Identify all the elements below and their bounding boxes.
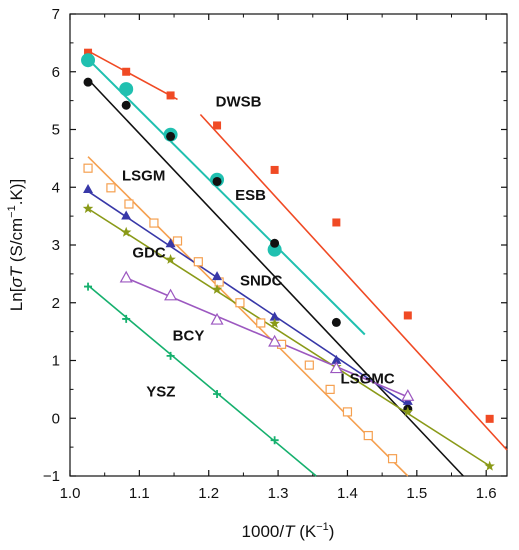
dwsb-point-0 [84, 48, 93, 57]
lsgm-fit-line-0 [87, 156, 409, 477]
dwsb-point-7 [485, 414, 494, 423]
sndc-series-label: SNDC [240, 272, 283, 289]
lsgm-point-13 [363, 430, 373, 441]
ysz-point-1 [122, 314, 131, 323]
esb-point-0 [81, 53, 96, 68]
esb-point-4 [267, 242, 282, 257]
gdc-series-label: GDC [132, 245, 166, 262]
lsgmc-series-label: LSGMC [341, 371, 395, 388]
data-markers [81, 48, 495, 471]
gdc-point-4 [269, 318, 280, 328]
lsgm-point-10 [304, 360, 314, 370]
ysz-series-label: YSZ [146, 383, 175, 400]
dwsb-fit-line-1 [199, 113, 508, 451]
x-tick-label-1: 1.1 [129, 485, 150, 502]
dwsb-point-4 [270, 165, 279, 174]
dwsb-point-6 [403, 311, 412, 320]
y-tick-label-7: 6 [52, 64, 60, 81]
bcy-series-label: BCY [173, 327, 205, 344]
bcy-point-1 [164, 288, 178, 301]
x-tick-label-3: 1.3 [268, 485, 289, 502]
series-labels: DWSB ESB LSGMC LSGM SNDC GDC BCY YSZ [122, 93, 395, 400]
esb-fit-line-0 [87, 58, 366, 336]
dwsb-point-2 [166, 91, 175, 100]
lsgm-point-0 [83, 163, 93, 173]
y-tick-label-2: 1 [52, 353, 60, 370]
sndc-fit-line-0 [87, 190, 409, 406]
lsgmc-point-0 [83, 77, 93, 87]
x-tick-label-4: 1.4 [337, 485, 358, 502]
gdc-point-3 [211, 283, 223, 294]
lsgm-point-14 [387, 454, 398, 464]
gdc-point-6 [402, 406, 414, 417]
sndc-point-1 [121, 210, 132, 220]
y-tick-label-6: 5 [52, 122, 60, 139]
lsgmc-point-2 [166, 131, 176, 141]
y-tick-label-8: 7 [52, 6, 60, 23]
lsgm-point-11 [325, 384, 335, 394]
dwsb-point-1 [122, 67, 131, 76]
lsgm-point-2 [124, 199, 134, 209]
dwsb-point-5 [332, 218, 341, 227]
lsgm-point-12 [342, 407, 353, 417]
lsgmc-point-5 [331, 317, 341, 327]
lsgm-point-1 [106, 183, 116, 193]
sndc-point-2 [165, 238, 176, 248]
lsgmc-point-1 [121, 100, 131, 110]
sndc-point-4 [269, 311, 280, 321]
bcy-point-3 [268, 334, 282, 347]
ysz-point-4 [270, 436, 279, 445]
y-tick-label-3: 2 [52, 295, 60, 312]
gdc-point-7 [484, 460, 495, 471]
bcy-point-5 [401, 389, 415, 401]
y-tick-label-1: 0 [52, 410, 60, 427]
x-tick-label-0: 1.0 [60, 485, 81, 502]
lsgm-point-5 [193, 257, 203, 267]
dwsb-fit-line-0 [87, 50, 178, 101]
sndc-point-5 [331, 354, 342, 364]
x-tick-label-5: 1.5 [406, 485, 427, 502]
gdc-point-0 [82, 203, 94, 214]
bcy-point-0 [119, 270, 133, 283]
sndc-point-3 [212, 271, 223, 281]
lsgmc-point-3 [212, 176, 222, 186]
y-axis-title: Ln[σT (S/cm−1.K)] [6, 179, 26, 311]
bcy-point-2 [210, 312, 224, 325]
ysz-point-3 [213, 389, 222, 398]
x-tick-label-2: 1.2 [198, 485, 219, 502]
esb-point-1 [119, 82, 134, 97]
x-tick-label-6: 1.6 [476, 485, 497, 502]
lsgm-point-7 [235, 298, 245, 308]
lsgmc-fit-line-0 [87, 78, 464, 477]
ysz-fit-line-0 [87, 284, 317, 477]
y-tick-label-4: 3 [52, 237, 60, 254]
lsgm-point-4 [172, 236, 183, 246]
ysz-point-2 [166, 351, 175, 360]
x-axis-title: 1000/T (K−1) [242, 521, 335, 541]
ysz-point-0 [84, 282, 93, 291]
lsgm-point-8 [256, 318, 266, 328]
bcy-point-4 [329, 361, 343, 374]
gdc-point-1 [120, 226, 132, 237]
y-tick-label-0: −1 [43, 468, 60, 485]
esb-series-label: ESB [235, 187, 266, 204]
gdc-point-2 [165, 253, 176, 264]
sndc-point-0 [83, 183, 94, 193]
gdc-fit-line-0 [87, 207, 492, 468]
lsgm-series-label: LSGM [122, 167, 165, 184]
lsgmc-point-4 [270, 238, 280, 248]
y-tick-label-5: 4 [52, 179, 60, 196]
dwsb-series-label: DWSB [216, 93, 262, 110]
lsgm-point-3 [149, 218, 159, 228]
dwsb-point-3 [213, 121, 222, 130]
fit-lines [87, 50, 508, 477]
